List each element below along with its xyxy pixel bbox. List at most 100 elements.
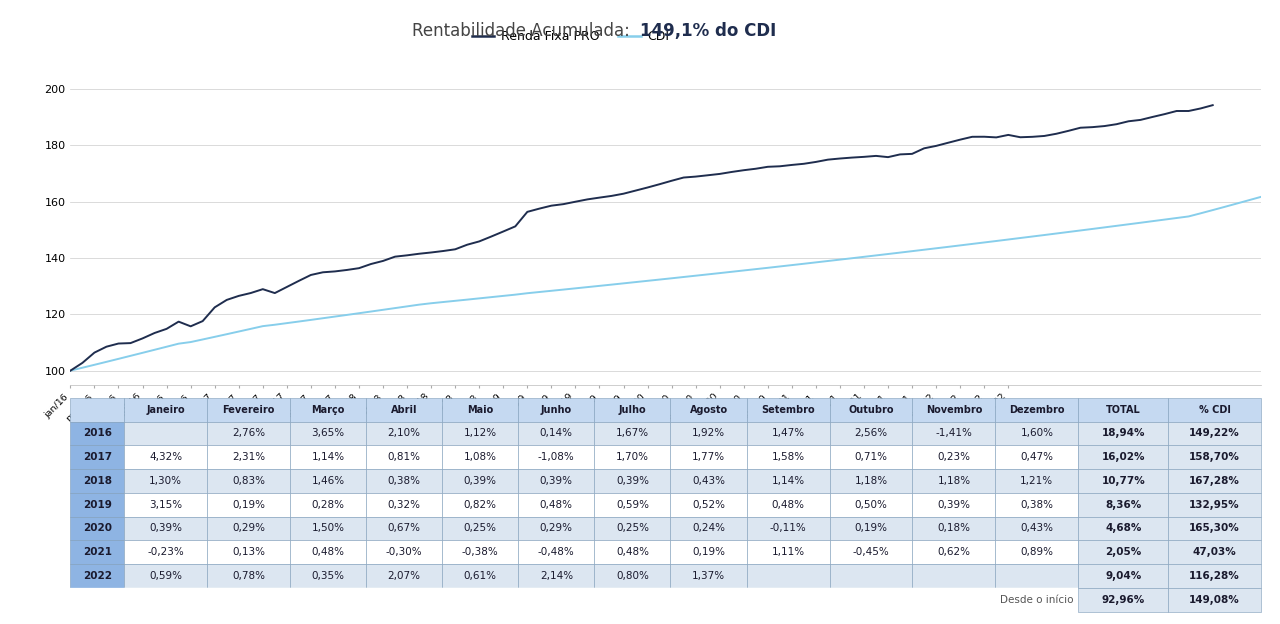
Text: 0,61%: 0,61% (463, 571, 497, 581)
Bar (913, 588, 996, 612)
Bar (291, 588, 366, 612)
Text: 0,71%: 0,71% (855, 452, 887, 462)
Bar (124, 422, 207, 446)
Text: 0,19%: 0,19% (692, 547, 724, 557)
Text: 18,94%: 18,94% (1102, 429, 1146, 439)
Bar (124, 446, 207, 469)
Bar (829, 493, 913, 517)
Bar (1169, 398, 1261, 422)
Bar (996, 422, 1078, 446)
Text: 0,29%: 0,29% (540, 524, 573, 534)
Text: 1,21%: 1,21% (1020, 476, 1053, 486)
Bar (594, 493, 671, 517)
Text: 0,89%: 0,89% (1020, 547, 1053, 557)
Text: 4,68%: 4,68% (1105, 524, 1142, 534)
Text: 1,11%: 1,11% (772, 547, 805, 557)
Text: 2,56%: 2,56% (855, 429, 887, 439)
Text: Agosto: Agosto (690, 405, 727, 415)
Text: Outubro: Outubro (849, 405, 893, 415)
Text: -0,23%: -0,23% (147, 547, 184, 557)
Bar (829, 422, 913, 446)
Bar (70, 588, 124, 612)
Bar (366, 469, 442, 493)
Bar (291, 493, 366, 517)
Bar (291, 469, 366, 493)
Bar (746, 588, 829, 612)
Bar (913, 422, 996, 446)
Text: 3,15%: 3,15% (148, 500, 182, 510)
Bar (671, 422, 746, 446)
Bar (518, 517, 594, 540)
Bar (124, 517, 207, 540)
Text: Junho: Junho (540, 405, 572, 415)
Bar (207, 564, 291, 588)
Bar (913, 446, 996, 469)
Bar (913, 540, 996, 564)
Text: 149,22%: 149,22% (1189, 429, 1240, 439)
Text: 1,70%: 1,70% (616, 452, 649, 462)
Text: 0,19%: 0,19% (855, 524, 887, 534)
Bar (829, 398, 913, 422)
Bar (1078, 540, 1169, 564)
Text: 0,38%: 0,38% (1020, 500, 1053, 510)
Bar (442, 398, 518, 422)
Bar (518, 588, 594, 612)
Bar (1078, 398, 1169, 422)
Text: 0,43%: 0,43% (1020, 524, 1053, 534)
Bar (1078, 588, 1169, 612)
Bar (1169, 422, 1261, 446)
Bar (746, 398, 829, 422)
Text: 10,77%: 10,77% (1101, 476, 1146, 486)
Text: Abril: Abril (390, 405, 417, 415)
Bar (518, 422, 594, 446)
Text: Setembro: Setembro (762, 405, 815, 415)
Text: 0,43%: 0,43% (692, 476, 724, 486)
Bar (70, 422, 124, 446)
Text: -0,48%: -0,48% (538, 547, 575, 557)
Bar (366, 540, 442, 564)
Bar (124, 540, 207, 564)
Text: 1,50%: 1,50% (311, 524, 344, 534)
Bar (594, 446, 671, 469)
Bar (442, 517, 518, 540)
Bar (366, 564, 442, 588)
Bar (442, 446, 518, 469)
Text: 0,24%: 0,24% (692, 524, 724, 534)
Bar (518, 564, 594, 588)
Text: Rentabilidade Acumulada:: Rentabilidade Acumulada: (412, 22, 640, 40)
Bar (671, 446, 746, 469)
Text: 0,59%: 0,59% (148, 571, 182, 581)
Text: 149,08%: 149,08% (1189, 595, 1240, 605)
Bar (671, 398, 746, 422)
Text: 4,32%: 4,32% (148, 452, 182, 462)
Text: 0,13%: 0,13% (232, 547, 265, 557)
Bar (594, 422, 671, 446)
Bar (124, 564, 207, 588)
Bar (70, 517, 124, 540)
Text: 47,03%: 47,03% (1193, 547, 1236, 557)
Bar (207, 446, 291, 469)
Bar (594, 540, 671, 564)
Text: 2,31%: 2,31% (232, 452, 265, 462)
Text: 2017: 2017 (83, 452, 111, 462)
Bar (1169, 493, 1261, 517)
Bar (1169, 540, 1261, 564)
Bar (1078, 493, 1169, 517)
Text: 92,96%: 92,96% (1102, 595, 1144, 605)
Bar (996, 469, 1078, 493)
Bar (124, 588, 207, 612)
Bar (996, 540, 1078, 564)
Bar (1169, 446, 1261, 469)
Text: 1,14%: 1,14% (311, 452, 344, 462)
Text: % CDI: % CDI (1198, 405, 1230, 415)
Bar (442, 540, 518, 564)
Bar (124, 493, 207, 517)
Text: 116,28%: 116,28% (1189, 571, 1240, 581)
Text: Julho: Julho (618, 405, 646, 415)
Text: 0,23%: 0,23% (937, 452, 970, 462)
Bar (829, 469, 913, 493)
Text: 0,80%: 0,80% (616, 571, 649, 581)
Text: 2021: 2021 (83, 547, 111, 557)
Text: 0,14%: 0,14% (540, 429, 573, 439)
Text: 0,25%: 0,25% (463, 524, 497, 534)
